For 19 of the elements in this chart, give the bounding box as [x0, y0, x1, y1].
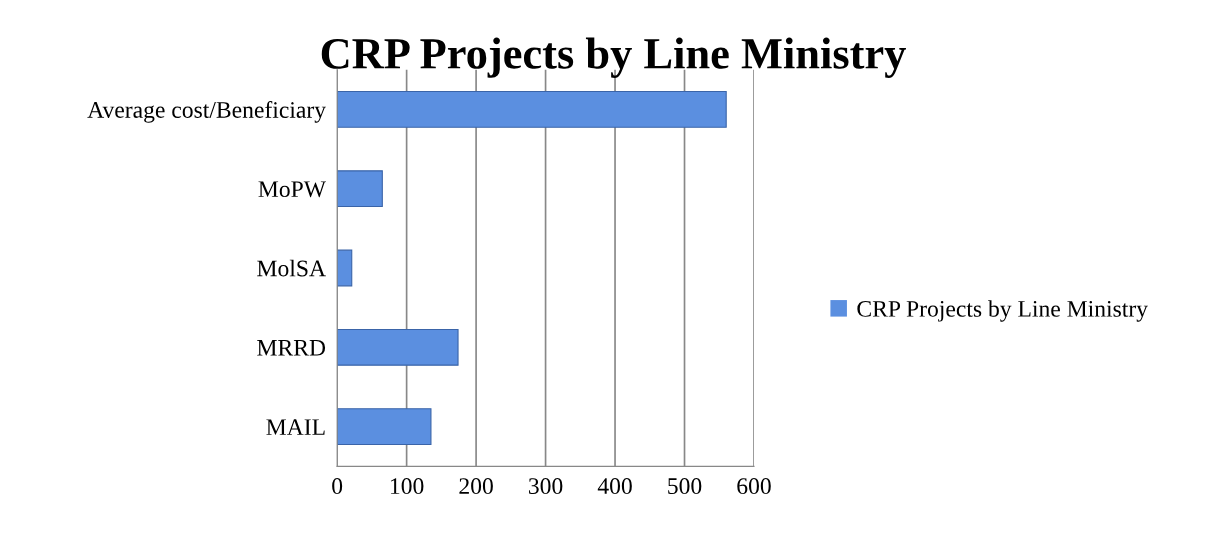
x-tick-label: 0	[332, 478, 343, 495]
x-tick-label: 200	[459, 478, 493, 495]
y-tick-label: MAIL	[266, 419, 325, 435]
bar	[337, 90, 727, 128]
bar	[337, 408, 432, 446]
y-tick-label: MolSA	[257, 259, 326, 277]
bar	[337, 170, 383, 208]
y-tick-label: Average cost/Beneficiary	[87, 101, 326, 123]
x-tick-label: 600	[737, 478, 771, 495]
bar	[337, 328, 459, 366]
y-tick-label: MRRD	[257, 340, 326, 356]
x-tick-label: 100	[390, 478, 424, 495]
chart-title: CRP Projects by Line Ministry	[321, 37, 906, 78]
x-tick-label: 500	[668, 478, 702, 495]
x-tick-label: 400	[597, 478, 632, 495]
legend-label: CRP Projects by Line Ministry	[857, 300, 1148, 322]
x-tick-label: 300	[528, 478, 563, 495]
bar	[337, 249, 353, 287]
y-tick-label: MoPW	[258, 181, 326, 198]
